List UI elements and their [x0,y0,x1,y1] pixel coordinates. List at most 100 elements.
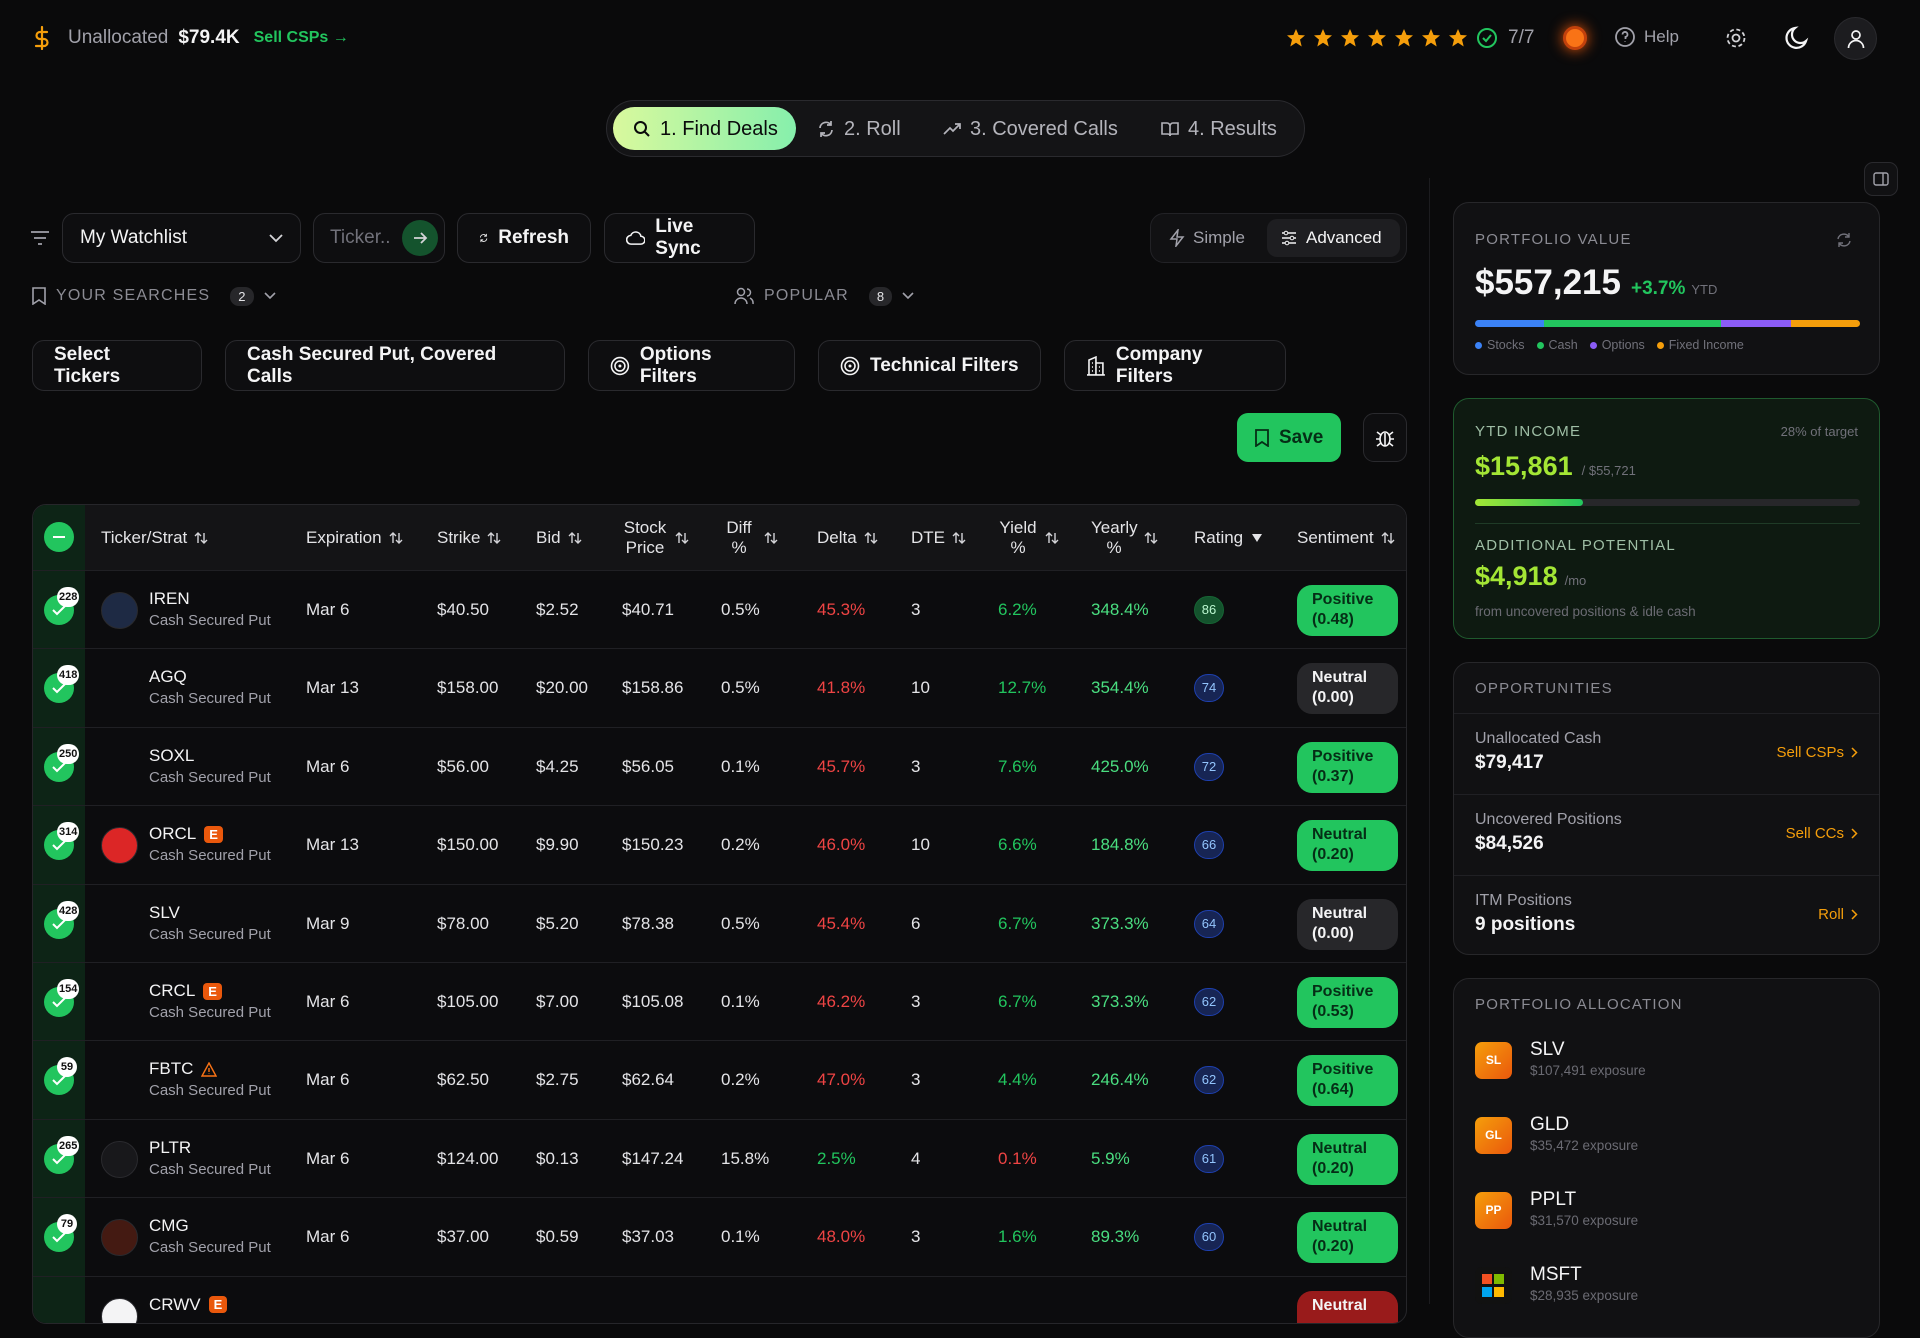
tab[interactable]: 1. Find Deals [633,115,778,143]
column-header[interactable]: Strike [437,505,501,570]
cell-yield: 7.6% [998,756,1037,776]
star-shape [1341,29,1359,47]
opportunity-action[interactable]: Sell CSPs [1776,744,1858,761]
filter-button[interactable]: Options Filters [588,340,795,391]
tab[interactable]: 4. Results [1161,115,1277,143]
watchlist-label: My Watchlist [80,227,187,248]
cell-yearly: 425.0% [1091,756,1149,776]
table-row[interactable]: 418 AGQ Cash Secured Put Mar 13 $158.00 $20.0… [33,648,1406,726]
ticker-logo [101,827,138,865]
filter-icon[interactable] [30,229,50,247]
star [1287,29,1305,47]
table-row[interactable]: 228 IREN Cash Secured Put Mar 6 $40.50 $2.52 $… [33,570,1406,648]
tab[interactable]: 2. Roll [817,115,901,143]
cell-strike: $37.00 [437,1227,489,1247]
count-badge: 228 [57,587,80,607]
column-header[interactable]: Diff % [721,505,778,570]
ticker-input[interactable]: Ticker.. [313,213,445,263]
help-icon [1615,27,1635,47]
select-all[interactable] [44,522,74,552]
theme-icon[interactable] [1782,23,1812,53]
column-header[interactable]: Delta [817,505,878,570]
cell-dte: 3 [911,992,921,1011]
cell-yield: 1.6% [998,1227,1037,1247]
cell-bid: $5.20 [536,913,579,933]
tab-bar [606,100,1305,157]
ticker-line: CRCL E [149,981,271,1001]
sort-icon [1381,531,1395,544]
refresh-button[interactable]: Refresh [457,213,591,263]
cell-delta: 45.7% [817,756,866,776]
filter-button[interactable]: Select Tickers [32,340,202,391]
cell-delta: 2.5% [817,1148,856,1168]
sentiment-chip: Neutral (0.00) [1297,898,1398,950]
opportunities-title: OPPORTUNITIES [1475,680,1613,697]
icon-path [1252,533,1263,542]
status-dot[interactable] [1563,26,1587,50]
table-row[interactable]: CRWV E Neutral [33,1275,1406,1323]
column-header[interactable]: Yearly % [1091,505,1158,570]
popular-searches[interactable]: POPULAR 8 [734,284,914,308]
column-header[interactable]: Sentiment [1297,505,1395,570]
your-searches[interactable]: YOUR SEARCHES 2 [32,284,276,308]
ticker: SOXL [149,745,195,765]
legend-label: Cash [1548,338,1578,352]
filter-button[interactable]: Technical Filters [818,340,1041,391]
column-header[interactable]: Yield % [998,505,1059,570]
tab[interactable]: 3. Covered Calls [943,115,1118,143]
arrow-icon [414,232,428,244]
user-button[interactable] [1834,17,1877,60]
opportunity-action[interactable]: Roll [1818,906,1858,923]
table-row[interactable]: 314 ORCL E Cash Secured Put Mar 13 $150.00 $9.… [33,805,1406,883]
cell-stock-price: $40.71 [622,600,674,619]
count-badge: 314 [57,822,80,843]
column-header[interactable]: Stock Price [622,505,689,570]
help-button[interactable]: Help [1614,26,1679,48]
live-sync-button[interactable]: Live Sync [604,213,755,263]
column-header[interactable]: Expiration [306,505,403,570]
refresh-icon[interactable] [1836,232,1852,248]
opportunity-action[interactable]: Sell CCs [1786,825,1858,842]
table-row[interactable]: 428 SLV Cash Secured Put Mar 9 $78.00 $5.20 $7… [33,883,1406,962]
rating-chip: 62 [1194,1066,1224,1095]
check-icon [52,1232,66,1243]
icon-path [1144,531,1158,544]
watchlist-select[interactable]: My Watchlist [62,213,301,263]
chevron [263,292,276,300]
table-row[interactable]: 250 SOXL Cash Secured Put Mar 6 $56.00 $4.25 $… [33,726,1406,805]
collapse-button[interactable] [1864,162,1898,196]
page: Unallocated $79.4K Sell CSPs → 7/7 Help … [30,17,1898,1338]
table-row[interactable]: 154 CRCL E Cash Secured Put Mar 6 $105.00 $7.0… [33,962,1406,1040]
debug-button[interactable] [1363,413,1407,462]
building-icon [1086,355,1105,376]
legend-entry: Stocks [1475,338,1525,352]
column-header[interactable]: Ticker/Strat [101,505,208,570]
filter-button[interactable]: Company Filters [1064,340,1286,391]
table-row[interactable]: 79 CMG Cash Secured Put Mar 6 $37.00 $0.59 $37… [33,1197,1406,1275]
cell-strike: $124.00 [437,1148,499,1168]
legend-dot [1656,341,1664,349]
column-header[interactable]: Rating [1194,505,1264,570]
sell-link[interactable]: Sell CSPs → [253,29,349,46]
cell-dte: 3 [911,1227,921,1247]
allocation-card: PORTFOLIO ALLOCATION SL SLV $107,491 expos… [1453,978,1880,1338]
mode-advanced[interactable]: Advanced [1267,219,1400,257]
column-header[interactable]: Bid [536,505,582,570]
mode-simple[interactable]: Simple [1169,224,1245,252]
table-row[interactable]: 59 FBTC Cash Secured Put Mar 6 $62.50 $2.75 $6… [33,1040,1406,1118]
chevron [902,292,914,300]
table-row[interactable]: 265 PLTR Cash Secured Put Mar 6 $124.00 $0.13… [33,1118,1406,1197]
refresh-label: Refresh [498,227,569,248]
column-header[interactable]: DTE [911,505,966,570]
filter-button[interactable]: Cash Secured Put, Covered Calls [225,340,565,391]
settings-icon[interactable] [1724,26,1748,50]
sort-icon [1045,531,1059,544]
icon-path [1381,531,1395,544]
legend-label: Stocks [1487,338,1525,352]
ticker-go[interactable] [402,220,438,256]
save-button[interactable]: Save [1237,413,1341,462]
cell-bid: $0.13 [536,1148,579,1168]
column-label: Diff % [726,517,752,557]
count-badge: 154 [57,979,80,999]
allocation-bar [1475,320,1860,327]
